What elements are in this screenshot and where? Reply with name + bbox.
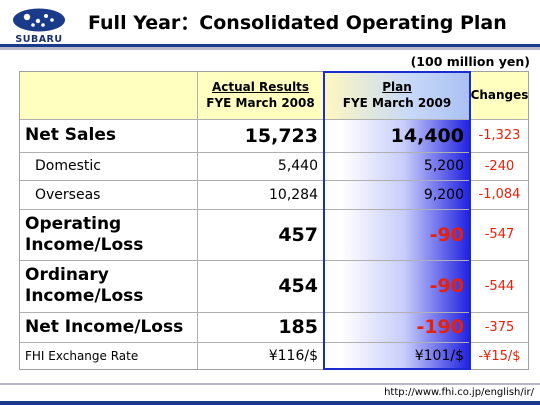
subaru-logo: SUBARU (8, 8, 70, 46)
logo-wordmark: SUBARU (15, 34, 63, 45)
operating-income-actual: 457 (278, 223, 318, 246)
net-income-plan: -190 (416, 316, 464, 338)
header-plan-line1: Plan (382, 80, 412, 94)
row-label-net-income: Net Income/Loss (25, 316, 184, 337)
row-divider (19, 260, 529, 261)
column-divider (197, 71, 198, 370)
row-label-net-sales: Net Sales (25, 125, 116, 145)
plan-header-shading (324, 71, 470, 119)
ordinary-income-actual: 454 (278, 275, 318, 297)
net-sales-change: -1,323 (478, 128, 521, 143)
row-divider (19, 209, 529, 210)
row-divider (19, 342, 529, 343)
plan-column-shading (324, 71, 470, 370)
footer-rule (0, 383, 540, 385)
row-label-ordinary-income: Ordinary Income/Loss (25, 265, 144, 306)
net-income-actual: 185 (278, 316, 318, 338)
ordinary-income-plan: -90 (429, 275, 464, 297)
exchange-rate-actual: ¥116/$ (268, 348, 318, 364)
operating-income-change: -547 (484, 227, 515, 242)
header-rule (0, 44, 540, 47)
exchange-rate-plan: ¥101/$ (414, 348, 464, 364)
footer-url-link[interactable]: http://www.fhi.co.jp/english/ir/ (384, 387, 534, 398)
row-label-operating-income: Operating Income/Loss (25, 213, 144, 255)
domestic-actual: 5,440 (277, 158, 318, 174)
page-title: Full Year：Consolidated Operating Plan (88, 12, 507, 34)
header-plan-line2: FYE March 2009 (342, 96, 452, 110)
header-plan: Plan FYE March 2009 (324, 71, 470, 119)
domestic-plan: 5,200 (423, 158, 464, 174)
header-actual-line1: Actual Results (211, 80, 310, 94)
plan-column-border (323, 71, 471, 370)
exchange-rate-change: -¥15/$ (478, 348, 521, 364)
row-label-domestic: Domestic (35, 158, 101, 174)
row-divider (19, 180, 529, 181)
net-sales-actual: 15,723 (244, 124, 318, 147)
table-border (19, 71, 529, 370)
operating-plan-table: Actual Results FYE March 2008 Plan FYE M… (19, 71, 529, 370)
row-label-overseas: Overseas (35, 186, 101, 203)
net-sales-plan: 14,400 (390, 124, 464, 147)
domestic-change: -240 (484, 158, 515, 174)
header-changes: Changes (470, 71, 529, 119)
row-label-exchange-rate: FHI Exchange Rate (25, 349, 139, 363)
header-actual-line2: FYE March 2008 (206, 96, 315, 110)
header-changes-label: Changes (470, 88, 529, 102)
pleiades-star-cluster-icon (13, 8, 65, 32)
header-actual-results: Actual Results FYE March 2008 (197, 71, 324, 119)
overseas-actual: 10,284 (269, 186, 318, 203)
row-divider (19, 119, 529, 120)
row-divider (19, 152, 529, 153)
operating-income-plan: -90 (429, 223, 464, 246)
footer-bar (0, 401, 540, 405)
unit-note: (100 million yen) (410, 54, 530, 69)
overseas-plan: 9,200 (423, 186, 464, 203)
overseas-change: -1,084 (478, 187, 521, 202)
net-income-change: -375 (484, 319, 515, 335)
header-rule-shadow (0, 47, 540, 50)
row-divider (19, 312, 529, 313)
ordinary-income-change: -544 (484, 278, 515, 294)
